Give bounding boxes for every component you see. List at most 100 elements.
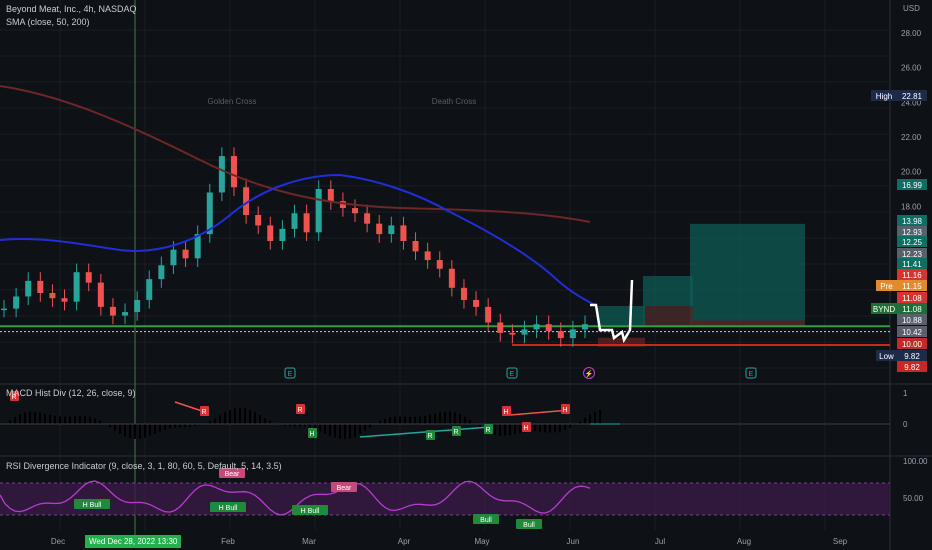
macd-bar [464,416,466,424]
price-label-box [897,361,927,372]
macd-bar [119,424,121,434]
macd-divergence-line [359,426,491,438]
macd-bar [89,416,91,424]
macd-bar [54,415,56,424]
price-label-box [897,248,927,259]
macd-bar [329,424,331,436]
golden-cross-label: Golden Cross [208,97,257,106]
candle-body [13,296,20,309]
macd-bar [124,424,126,437]
macd-bar [129,424,131,439]
macd-bar [109,424,111,428]
candle-body [122,312,129,316]
target-zone-2 [643,276,693,306]
dividend-marker-label: ⚡ [585,369,594,378]
macd-tag [484,424,493,434]
macd-bar [499,424,501,436]
candle-body [485,306,492,323]
earnings-marker-icon [745,367,757,379]
macd-bar [554,424,556,433]
macd-bar [449,411,451,424]
macd-bar [304,424,306,428]
price-label-box [897,90,927,101]
macd-tag [522,422,531,432]
candle-body [206,192,213,235]
price-label-value: 11.41 [902,260,922,269]
macd-bar [44,413,46,424]
price-label-box [897,292,927,303]
price-label-value: 11.08 [902,305,922,314]
candle-body [388,225,395,235]
macd-bar [509,424,511,436]
price-label-value: 10.42 [902,328,923,337]
macd-bar [209,421,211,424]
price-label-value: 12.23 [902,250,923,259]
price-label-value: 9.82 [904,352,920,361]
time-tick-label: Mar [302,537,316,546]
macd-bar [309,424,311,429]
macd-bar [384,418,386,424]
macd-bar [84,416,86,424]
macd-bar [444,411,446,424]
macd-bar [549,424,551,433]
macd-bar [369,424,371,428]
price-label-box [897,179,927,190]
macd-bar [559,424,561,432]
macd-tag [561,404,570,414]
rsi-tag-text: Bear [337,485,352,492]
macd-bar [459,413,461,424]
rsi-tag-text: H Bull [301,508,320,515]
macd-bar [414,416,416,424]
macd-bar [519,424,521,434]
candle-body [49,293,56,299]
macd-bar [404,416,406,424]
candle-body [170,249,177,266]
macd-bar [344,424,346,440]
time-tick-label: Jul [655,537,665,546]
macd-tag [296,404,305,414]
time-tick-label: Aug [737,537,751,546]
macd-bar [324,424,326,434]
macd-bar [154,424,156,434]
macd-bar [359,424,361,435]
candle-body [582,324,588,330]
macd-bar [229,410,231,424]
price-label-box [897,326,927,337]
candle-body [448,268,455,288]
candle-body [521,329,528,335]
price-label-tag [871,303,897,314]
macd-bar [244,408,246,424]
price-label-value: 11.08 [902,294,922,303]
macd-divergence-line [509,409,571,416]
rsi-tag [292,505,328,515]
price-label-value: 11.15 [902,282,922,291]
macd-bar [39,412,41,424]
macd-bar [94,418,96,424]
price-tick-label: 26.00 [901,64,922,73]
price-tick-label: 24.00 [901,98,922,107]
earnings-marker-label: E [288,371,293,378]
macd-bar [149,424,151,436]
macd-bar [334,424,336,438]
rsi-tag-text: Bear [225,471,240,478]
time-tick-label: Jun [567,537,580,546]
macd-bar [379,421,381,424]
rsi-tag [210,502,246,512]
earnings-marker-icon [506,367,518,379]
projection-path [590,279,634,344]
price-label-box [897,338,927,349]
candle-body [376,223,383,235]
macd-bar [504,424,506,436]
time-tick-label: Dec [51,537,65,546]
macd-bar [184,424,186,428]
risk-zone-3 [690,320,805,327]
candle-body [61,298,68,302]
macd-bar [289,424,291,427]
price-tick-label: 20.00 [901,168,922,177]
macd-tag [200,406,209,416]
macd-bar [594,411,596,424]
macd-bar [354,424,356,437]
macd-bar [49,414,51,424]
